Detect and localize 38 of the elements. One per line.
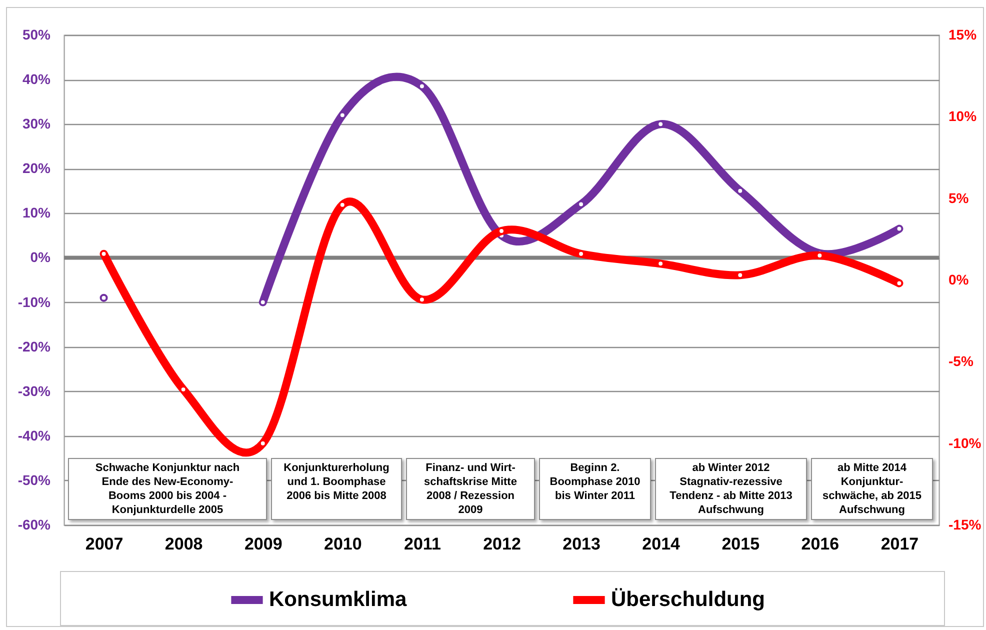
y2-tick-label: -15%: [948, 516, 982, 532]
y-tick-label: -40%: [18, 427, 52, 444]
callout-box: Konjunkturerholung und 1. Boomphase 2006 bis Mitte 2008: [271, 458, 402, 520]
y-tick-label: 40%: [22, 71, 52, 88]
x-tick-label: 2011: [404, 534, 441, 554]
x-tick-label: 2010: [324, 534, 362, 554]
x-tick-label: 2008: [164, 534, 203, 554]
x-tick-label: 2016: [801, 534, 840, 554]
y2-tick-label: -5%: [948, 353, 974, 370]
y-tick-label: -50%: [18, 472, 52, 488]
y-tick-label: -60%: [18, 516, 52, 532]
callout-box: Schwache Konjunktur nach Ende des New-Economy- Booms 2000 bis 2004 - Konjunkturdelle 2005: [68, 458, 267, 520]
y2-tick-label: -10%: [948, 434, 982, 451]
y2-tick-label: 0%: [948, 272, 970, 288]
legend-label: Konsumklima: [269, 588, 408, 611]
x-tick-label: 2017: [880, 534, 919, 554]
x-tick-label: 2014: [642, 534, 681, 554]
y2-tick-label: 15%: [948, 26, 978, 42]
y-tick-label: 50%: [22, 26, 52, 42]
x-tick-label: 2007: [85, 534, 124, 554]
y-tick-label: 30%: [22, 116, 52, 132]
y-tick-label: -30%: [18, 382, 52, 399]
y2-tick-label: 5%: [948, 190, 970, 206]
y2-tick-label: 10%: [948, 108, 978, 124]
x-tick-label: 2013: [562, 534, 600, 554]
callout-box: Finanz- und Wirt- schaftskrise Mitte 2008 / Rezession 2009: [406, 458, 535, 520]
y-tick-label: -20%: [18, 338, 52, 354]
callout-box: ab Mitte 2014 Konjunktur- schwäche, ab 2015 Aufschwung: [811, 458, 933, 520]
legend-label: Überschuldung: [611, 588, 766, 611]
y-tick-label: 0%: [30, 249, 52, 266]
x-tick-label: 2012: [483, 534, 521, 554]
y-tick-label: -10%: [18, 294, 52, 310]
callout-box: ab Winter 2012 Stagnativ-rezessive Tendenz - ab Mitte 2013 Aufschwung: [655, 458, 807, 520]
x-tick-label: 2015: [722, 534, 760, 554]
y-tick-label: 20%: [22, 160, 52, 176]
callout-box: Beginn 2. Boomphase 2010 bis Winter 2011: [539, 458, 651, 520]
y-tick-label: 10%: [22, 204, 52, 221]
x-tick-label: 2009: [244, 534, 282, 554]
